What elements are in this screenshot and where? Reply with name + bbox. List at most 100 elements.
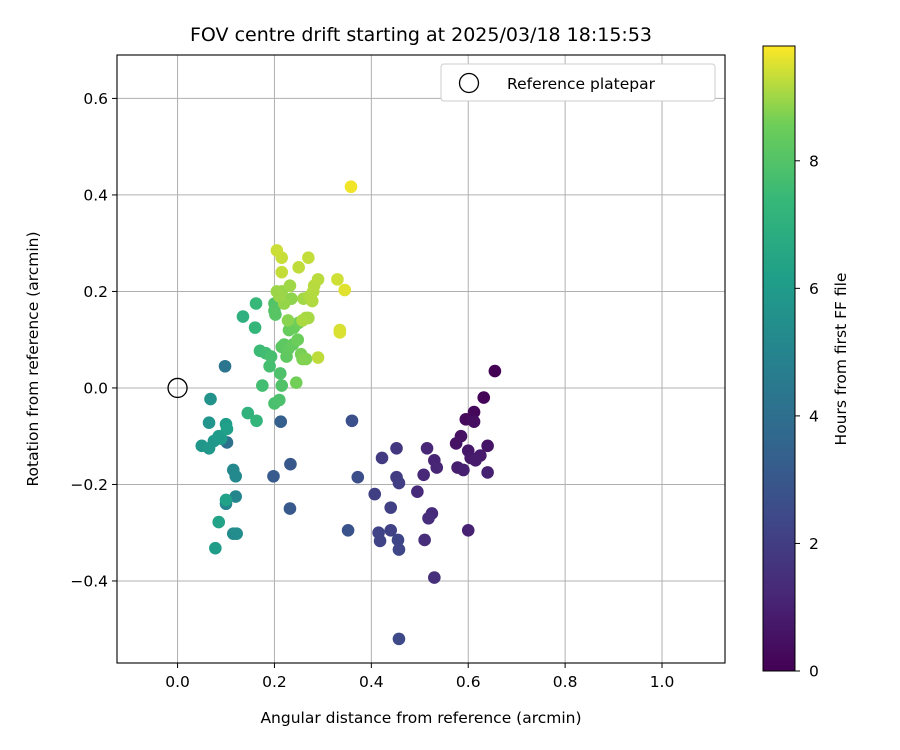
y-tick-label: −0.2 [70,476,108,494]
scatter-point [283,502,297,515]
scatter-point [467,415,481,429]
scatter-point [302,251,315,264]
scatter-point [331,273,344,286]
scatter-point [292,261,305,274]
x-tick-label: 0.8 [553,673,578,691]
scatter-point [345,414,359,428]
y-tick-label: 0.4 [83,186,108,204]
legend-box [440,63,716,102]
scatter-points [195,180,502,646]
scatter-point [284,457,297,471]
scatter-point [289,376,303,389]
scatter-point [341,524,355,537]
legend-reference-marker [458,72,480,94]
scatter-point [241,406,255,420]
scatter-point [375,451,389,465]
colorbar-tick-label: 8 [809,152,819,170]
scatter-point [411,485,424,498]
scatter-point [390,441,403,455]
colorbar-label: Hours from first FF file [832,273,850,446]
scatter-point [269,308,282,321]
scatter-point [250,414,263,428]
colorbar-tick-label: 6 [809,280,819,298]
y-tick-label: 0.6 [83,90,108,108]
scatter-point [488,364,502,378]
scatter-point [392,543,406,556]
scatter-point [305,294,319,308]
scatter-point [264,350,278,363]
scatter-point [248,321,262,334]
scatter-point [344,180,358,194]
y-tick-label: −0.4 [70,572,108,590]
x-axis-label: Angular distance from reference (arcmin) [260,709,581,727]
x-tick-label: 0.4 [359,673,384,691]
colorbar [762,45,796,672]
scatter-point [263,359,276,373]
scatter-point [469,454,482,467]
reference-platepar-marker [167,377,188,399]
scatter-point [272,289,286,303]
y-tick-label: 0.0 [83,379,108,397]
scatter-point [296,314,309,327]
plot-area-frame [116,54,726,664]
scatter-point [461,524,475,537]
x-tick-label: 0.0 [165,673,190,691]
scatter-point [449,437,463,450]
x-tick-label: 0.2 [262,673,287,691]
scatter-point [428,571,441,584]
scatter-point [418,533,431,547]
scatter-point [391,533,405,547]
scatter-point [338,283,351,297]
scatter-point [351,470,365,484]
scatter-point [368,487,382,501]
scatter-point [209,541,222,555]
scatter-point [267,469,280,483]
scatter-point [384,524,398,537]
legend-label-reference-platepar: Reference platepar [507,75,656,93]
scatter-point [430,461,444,474]
scatter-point [220,422,234,436]
scatter-point [204,392,217,406]
chart-title: FOV centre drift starting at 2025/03/18 … [190,24,652,46]
scatter-point [229,490,242,503]
scatter-point [392,632,406,646]
x-tick-label: 0.6 [456,673,481,691]
scatter-point [417,468,430,482]
colorbar-ticks: 0 2 4 6 8 [795,152,819,681]
scatter-point [219,493,233,507]
scatter-point [281,314,295,327]
colorbar-tick-label: 0 [809,663,819,681]
scatter-point [236,310,250,323]
scatter-point [333,326,347,339]
x-tick-label: 1.0 [650,673,675,691]
scatter-point [283,279,297,292]
y-tick-label: 0.2 [83,283,108,301]
scatter-point [275,265,289,279]
scatter-point [384,501,398,514]
scatter-point [212,515,226,529]
scatter-point [256,379,269,392]
scatter-point [311,273,325,286]
scatter-point [249,297,263,310]
scatter-point [477,391,491,404]
scatter-point [481,466,494,479]
scatter-point [291,333,305,346]
scatter-point [299,352,313,366]
scatter-point [422,511,435,525]
scatter-point [457,463,470,477]
scatter-point [311,351,325,364]
scatter-point [270,244,284,257]
scatter-point [275,379,289,392]
x-axis-ticks: 0.0 0.2 0.4 0.6 0.8 1.0 [165,663,674,691]
scatter-point [214,432,228,445]
scatter-point [467,405,481,419]
y-axis-label: Rotation from reference (arcmin) [24,231,42,486]
scatter-point [202,416,216,429]
grid [117,55,725,663]
scatter-point [272,393,286,407]
scatter-point [229,469,242,483]
y-axis-ticks: −0.4 −0.2 0.0 0.2 0.4 0.6 [70,90,117,590]
scatter-point [273,367,287,380]
scatter-point [274,415,288,429]
